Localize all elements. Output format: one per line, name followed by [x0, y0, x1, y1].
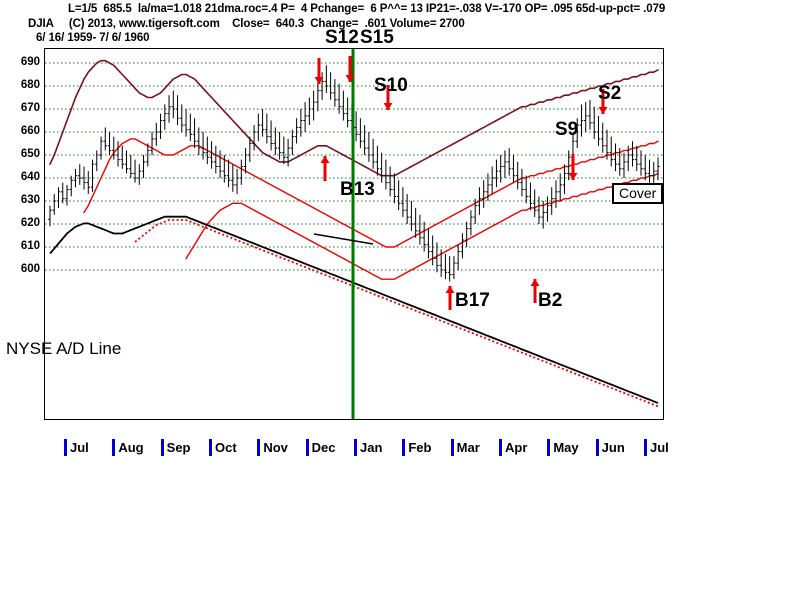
y-axis-tick-600: 600	[20, 263, 40, 275]
month-tick-dec-5	[305, 439, 309, 456]
y-axis-tick-690: 690	[20, 56, 40, 68]
month-tick-feb-7	[402, 439, 406, 456]
mid-band-line	[83, 138, 659, 248]
ad-line-label: NYSE A/D Line	[6, 339, 122, 358]
ohlc-price-bars	[48, 65, 660, 282]
month-label-dec-5: Dec	[311, 440, 336, 455]
month-label-feb-7: Feb	[408, 440, 432, 455]
month-label-jul-12: Jul	[650, 440, 669, 455]
chart-canvas	[45, 49, 663, 419]
month-tick-jul-12	[644, 439, 647, 456]
month-tick-may-10	[547, 439, 551, 456]
month-tick-sep-2	[160, 439, 164, 456]
month-tick-oct-3	[209, 439, 212, 456]
month-label-jun-11: Jun	[601, 440, 625, 455]
month-axis: Jul Aug Sep Oct Nov Dec Jan Feb Mar Apr May Jun Jul	[44, 437, 669, 461]
signal-label-b2: B2	[538, 290, 563, 311]
month-tick-mar-8	[450, 439, 454, 456]
signal-label-s12: S12	[325, 27, 359, 48]
month-tick-apr-9	[499, 439, 502, 456]
y-axis-tick-630: 630	[20, 194, 40, 206]
month-tick-aug-1	[112, 439, 116, 456]
y-axis-tick-650: 650	[20, 148, 40, 160]
ad-line-moving-average	[134, 219, 659, 408]
y-axis-tick-670: 670	[20, 102, 40, 114]
signal-label-b17: B17	[455, 290, 490, 311]
month-label-mar-8: Mar	[456, 440, 480, 455]
month-tick-jun-11	[595, 439, 599, 456]
month-label-oct-3: Oct	[215, 440, 237, 455]
month-label-sep-2: Sep	[166, 440, 191, 455]
month-tick-jan-6	[354, 439, 357, 456]
signal-label-s10: S10	[374, 75, 408, 96]
month-label-jan-6: Jan	[360, 440, 383, 455]
price-chart-plot[interactable]	[44, 48, 664, 420]
month-label-may-10: May	[553, 440, 579, 455]
month-label-apr-9: Apr	[505, 440, 528, 455]
date-range-label: 6/ 16/ 1959- 7/ 6/ 1960	[36, 32, 150, 44]
y-axis-tick-610: 610	[20, 240, 40, 252]
month-tick-jul-0	[64, 439, 67, 456]
y-axis-tick-680: 680	[20, 79, 40, 91]
stats-line-symbol: DJIA (C) 2013, www.tigersoft.com Close= …	[28, 18, 465, 30]
month-label-aug-1: Aug	[118, 440, 144, 455]
month-tick-nov-4	[257, 439, 261, 456]
month-label-jul-0: Jul	[70, 440, 89, 455]
month-label-nov-4: Nov	[263, 440, 288, 455]
y-axis-tick-660: 660	[20, 125, 40, 137]
stats-line-primary: L=1/5 685.5 la/ma=1.018 21dma.roc=.4 P= …	[68, 3, 666, 15]
signal-label-b13: B13	[340, 179, 375, 200]
cover-signal-box: Cover	[612, 183, 664, 204]
y-axis-tick-640: 640	[20, 171, 40, 183]
lower-band-line	[185, 172, 659, 280]
signal-arrows	[313, 56, 608, 310]
signal-label-s15: S15	[360, 27, 394, 48]
y-axis-tick-620: 620	[20, 217, 40, 229]
signal-label-s9: S9	[555, 119, 579, 140]
signal-label-s2: S2	[598, 83, 622, 104]
